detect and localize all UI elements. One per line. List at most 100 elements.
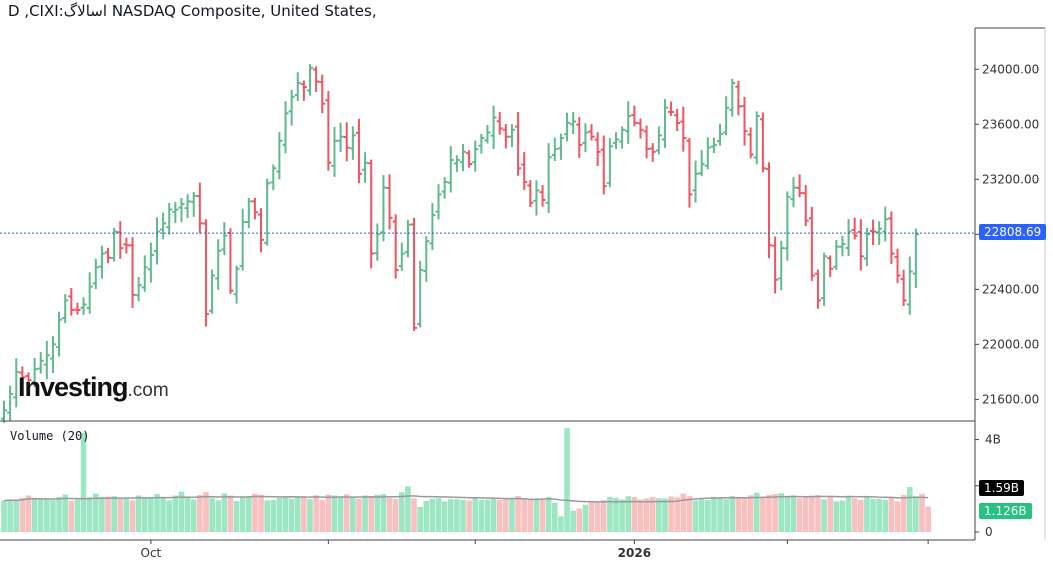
time-tick-label: Oct — [141, 546, 162, 560]
volume-bar — [123, 498, 130, 532]
volume-bar — [760, 496, 766, 532]
volume-bar — [343, 494, 350, 532]
volume-bar — [662, 498, 668, 532]
volume-bar — [900, 495, 907, 532]
volume-bar — [184, 497, 191, 532]
volume-bar — [239, 497, 246, 532]
volume-bar — [894, 501, 901, 532]
time-tick-label: 2026 — [618, 546, 651, 560]
volume-bar — [515, 495, 521, 532]
volume-bar — [466, 500, 472, 532]
volume-bar — [674, 497, 680, 532]
volume-bar — [753, 492, 760, 532]
volume-bar — [172, 495, 179, 532]
volume-bar — [288, 498, 295, 532]
volume-bar — [607, 496, 613, 532]
volume-bar — [319, 499, 326, 532]
volume-bar — [649, 496, 656, 532]
volume-bar — [588, 501, 595, 532]
volume-bar — [203, 492, 209, 532]
volume-bar — [913, 496, 919, 532]
volume-bar — [490, 497, 497, 532]
volume-bar — [233, 501, 240, 532]
ohlc-bars — [1, 64, 919, 423]
volume-bar — [160, 498, 166, 532]
volume-bar — [178, 491, 185, 532]
volume-bar — [552, 502, 558, 532]
volume-bar — [417, 507, 423, 532]
volume-bar — [839, 500, 846, 532]
volume-bar — [876, 498, 882, 532]
volume-bar — [809, 495, 815, 532]
last-price-tag: 22808.69 — [979, 224, 1047, 241]
volume-bar — [215, 500, 221, 532]
price-tick-label: 22400.00 — [982, 282, 1039, 296]
volume-bar — [399, 492, 405, 532]
volume-bar — [7, 499, 13, 532]
volume-bar — [1, 500, 7, 532]
volume-bar — [197, 495, 203, 532]
logo-suffix: .com — [127, 380, 169, 401]
volume-bar — [711, 496, 717, 532]
volume-bar — [294, 496, 301, 532]
volume-bar — [111, 496, 117, 532]
volume-bar — [135, 495, 142, 532]
volume-bar — [460, 499, 466, 532]
volume-bar — [368, 495, 374, 532]
volume-bar — [80, 432, 87, 532]
volume-bar — [564, 428, 570, 532]
volume-bar — [282, 496, 289, 532]
volume-bar — [258, 494, 264, 532]
volume-bar — [105, 496, 111, 532]
volume-bar — [888, 497, 895, 532]
volume-bar — [735, 498, 742, 532]
volume-bar — [99, 496, 105, 532]
volume-bar — [356, 498, 362, 532]
volume-bar — [509, 497, 515, 532]
volume-bar — [545, 497, 552, 532]
volume-bar — [276, 498, 283, 532]
volume-bar — [423, 501, 430, 532]
volume-tick-label: 0 — [985, 525, 993, 539]
volume-bar — [815, 495, 821, 532]
volume-bars — [1, 428, 931, 532]
volume-indicator-label: Volume (20) — [10, 429, 90, 443]
volume-bar — [44, 499, 50, 532]
volume-tick-label: 4B — [985, 433, 1001, 447]
volume-bar — [802, 496, 809, 532]
time-axis[interactable]: Oct 2026 — [141, 540, 929, 560]
price-tick-label: 23200.00 — [982, 172, 1039, 186]
volume-bar — [325, 494, 332, 532]
volume-bar — [31, 498, 38, 532]
volume-bar — [13, 501, 20, 532]
volume-bar — [784, 495, 791, 532]
volume-bar — [643, 498, 650, 532]
volume-bar — [723, 499, 729, 532]
volume-bar — [919, 493, 925, 532]
chart-title: D ,CIXI:اسالاگ NASDAQ Composite, United … — [8, 2, 377, 20]
volume-bar — [619, 499, 625, 532]
volume-bar — [766, 495, 772, 532]
volume-bar — [350, 497, 356, 532]
volume-bar — [692, 500, 699, 532]
volume-bar — [50, 500, 56, 532]
volume-bar — [845, 495, 852, 532]
volume-bar — [906, 486, 913, 532]
volume-bar — [558, 516, 564, 532]
volume-bar — [539, 499, 546, 532]
volume-bar — [778, 493, 785, 532]
volume-bar — [148, 497, 154, 532]
chart-frame — [0, 27, 1046, 541]
price-tick-label: 23600.00 — [982, 117, 1039, 131]
volume-bar — [313, 495, 319, 532]
volume-bar — [154, 494, 160, 532]
volume-bar — [576, 508, 583, 532]
volume-bar — [882, 499, 889, 532]
volume-bar — [827, 497, 833, 532]
volume-bar — [411, 498, 417, 532]
volume-bar — [25, 495, 32, 532]
volume-bar — [37, 498, 44, 532]
volume-bar — [570, 510, 576, 532]
volume-bar — [521, 498, 527, 532]
